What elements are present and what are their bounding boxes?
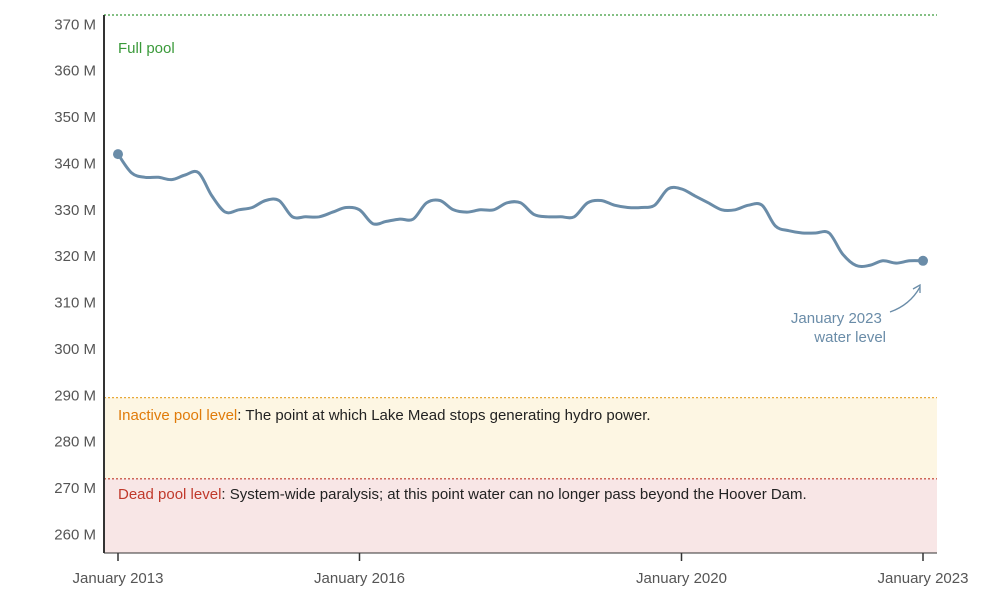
full-pool-label: Full pool	[118, 40, 175, 57]
reference-lines	[104, 14, 937, 480]
y-tick-label: 270 M	[54, 480, 96, 497]
y-tick-label: 340 M	[54, 155, 96, 172]
inactive-pool-annotation: Inactive pool level: The point at which …	[118, 407, 651, 424]
start-point-marker	[113, 149, 123, 160]
y-tick-label: 330 M	[54, 202, 96, 219]
axes	[103, 15, 937, 554]
y-tick-label: 360 M	[54, 63, 96, 80]
x-tick-label: January 2023	[878, 570, 969, 587]
y-tick-label: 320 M	[54, 248, 96, 265]
x-tick-label: January 2020	[636, 570, 727, 587]
dead-pool-description: : System-wide paralysis; at this point w…	[221, 486, 806, 503]
current-level-arrow	[889, 286, 921, 313]
inactive-pool-description: : The point at which Lake Mead stops gen…	[237, 407, 650, 424]
dead-pool-annotation: Dead pool level: System-wide paralysis; …	[118, 486, 807, 503]
water-level-line	[116, 152, 925, 268]
end-point-marker	[918, 255, 928, 266]
y-tick-label: 290 M	[54, 387, 96, 404]
shaded-band-0	[104, 397, 937, 479]
y-tick-label: 280 M	[54, 434, 96, 451]
current-level-annotation: January 2023 water level	[791, 310, 886, 346]
inactive-pool-label: Inactive pool level	[118, 407, 237, 424]
current-level-arrowhead	[912, 283, 921, 293]
shaded-bands	[104, 397, 937, 553]
series-layer	[113, 149, 928, 268]
x-tick-label: January 2016	[314, 570, 405, 587]
shaded-band-1	[104, 478, 937, 553]
y-axis-ticks: 260 M 270 M 280 M 290 M 300 M 310 M 320 M 330 M…	[54, 16, 96, 543]
y-tick-label: 310 M	[54, 295, 96, 312]
current-level-annotation-line-2: water level	[813, 329, 886, 346]
current-level-annotation-line-1: January 2023	[791, 310, 882, 327]
x-axis-ticks: January 2013 January 2016 January 2020 Janu…	[73, 553, 969, 587]
y-tick-label: 350 M	[54, 109, 96, 126]
y-tick-label: 300 M	[54, 341, 96, 358]
y-tick-label: 370 M	[54, 16, 96, 33]
y-tick-label: 260 M	[54, 526, 96, 543]
dead-pool-label: Dead pool level	[118, 486, 221, 503]
x-tick-label: January 2013	[73, 570, 164, 587]
